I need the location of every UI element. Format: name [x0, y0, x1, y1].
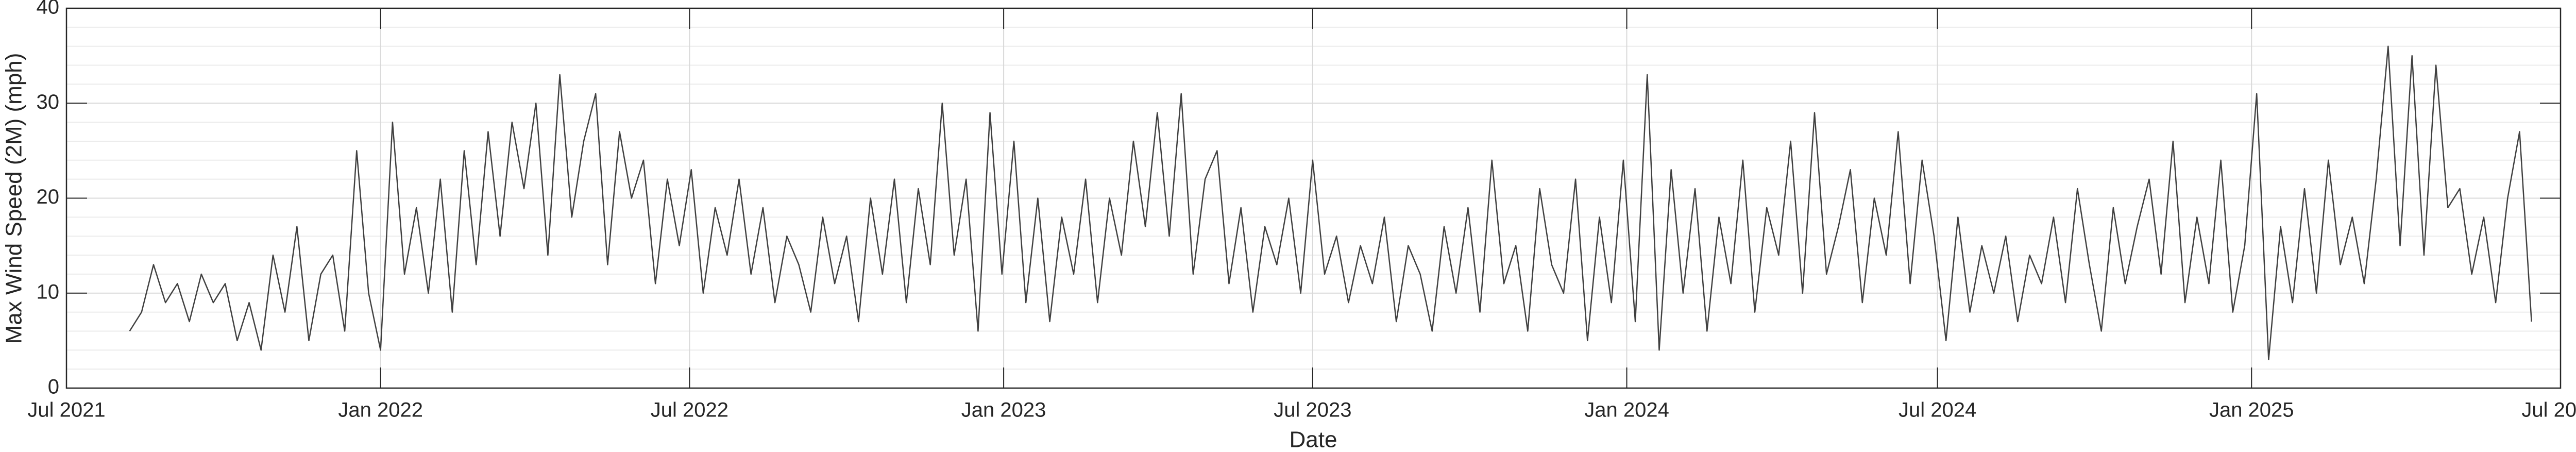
x-tick-label: Jul 2021 — [27, 399, 105, 422]
x-tick-label: Jul 2025 — [2521, 399, 2576, 422]
x-tick-label: Jan 2024 — [1584, 399, 1669, 422]
x-tick-label: Jan 2023 — [961, 399, 1046, 422]
y-tick-label: 10 — [37, 280, 60, 303]
x-tick-label: Jan 2025 — [2209, 399, 2294, 422]
x-tick-label: Jul 2022 — [651, 399, 728, 422]
y-tick-label: 0 — [48, 376, 59, 398]
y-axis-label: Max Wind Speed (2M) (mph) — [2, 53, 27, 344]
x-tick-label: Jul 2023 — [1274, 399, 1351, 422]
x-axis-label: Date — [1290, 427, 1337, 452]
y-tick-label: 20 — [37, 186, 60, 208]
y-tick-label: 30 — [37, 91, 60, 113]
data-line — [129, 45, 2532, 360]
x-tick-label: Jan 2022 — [338, 399, 423, 422]
y-tick-label: 40 — [37, 0, 60, 19]
x-tick-label: Jul 2024 — [1899, 399, 1976, 422]
plot-frame — [65, 7, 2562, 389]
